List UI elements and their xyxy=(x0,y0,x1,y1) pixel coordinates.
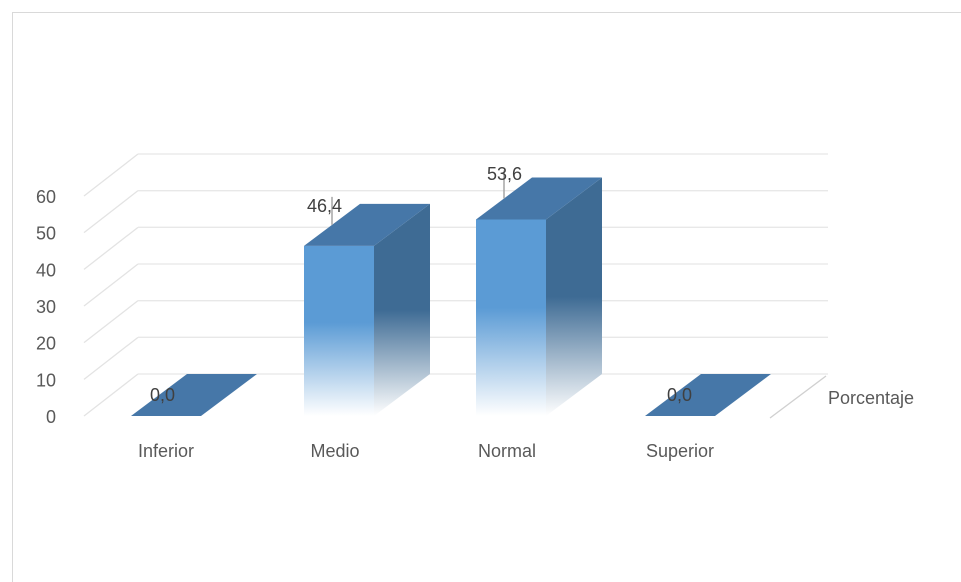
bar-top xyxy=(476,177,602,220)
floor-edge xyxy=(769,375,827,419)
series-label: Porcentaje xyxy=(828,388,914,408)
y-tick-label: 40 xyxy=(36,260,56,280)
data-label: 0,0 xyxy=(667,385,692,405)
bar-front xyxy=(304,245,374,416)
bar-front xyxy=(476,219,546,416)
bar xyxy=(304,196,430,416)
y-tick-label: 10 xyxy=(36,370,56,390)
category-label: Medio xyxy=(310,441,359,461)
bar xyxy=(476,170,602,416)
gridline-side xyxy=(83,153,139,197)
bar-top xyxy=(304,203,430,246)
y-tick-label: 0 xyxy=(46,407,56,427)
bar-top xyxy=(131,374,257,416)
y-tick-label: 30 xyxy=(36,297,56,317)
category-label: Superior xyxy=(646,441,714,461)
bar-side xyxy=(374,203,430,416)
gridline-side xyxy=(83,226,139,270)
category-label: Normal xyxy=(478,441,536,461)
bar-top xyxy=(645,374,771,416)
gridline-side xyxy=(83,300,139,344)
bars xyxy=(131,170,771,416)
data-label: 46,4 xyxy=(307,196,342,216)
y-tick-label: 20 xyxy=(36,334,56,354)
y-tick-label: 50 xyxy=(36,224,56,244)
chart-frame xyxy=(12,12,961,582)
bar xyxy=(645,374,771,416)
category-label: Inferior xyxy=(138,441,194,461)
gridline-side xyxy=(83,190,139,234)
labels: 0,0 46,4 53,6 0,0 Inferior Medio Normal Superio… xyxy=(138,164,914,461)
bar xyxy=(131,374,257,416)
gridline-side xyxy=(83,263,139,307)
gridline-side xyxy=(83,336,139,380)
y-axis: 0 10 20 30 40 50 60 xyxy=(36,187,56,427)
bar-side xyxy=(546,177,602,416)
data-label: 0,0 xyxy=(150,385,175,405)
y-tick-label: 60 xyxy=(36,187,56,207)
gridline-side xyxy=(83,373,139,417)
data-label: 53,6 xyxy=(487,164,522,184)
